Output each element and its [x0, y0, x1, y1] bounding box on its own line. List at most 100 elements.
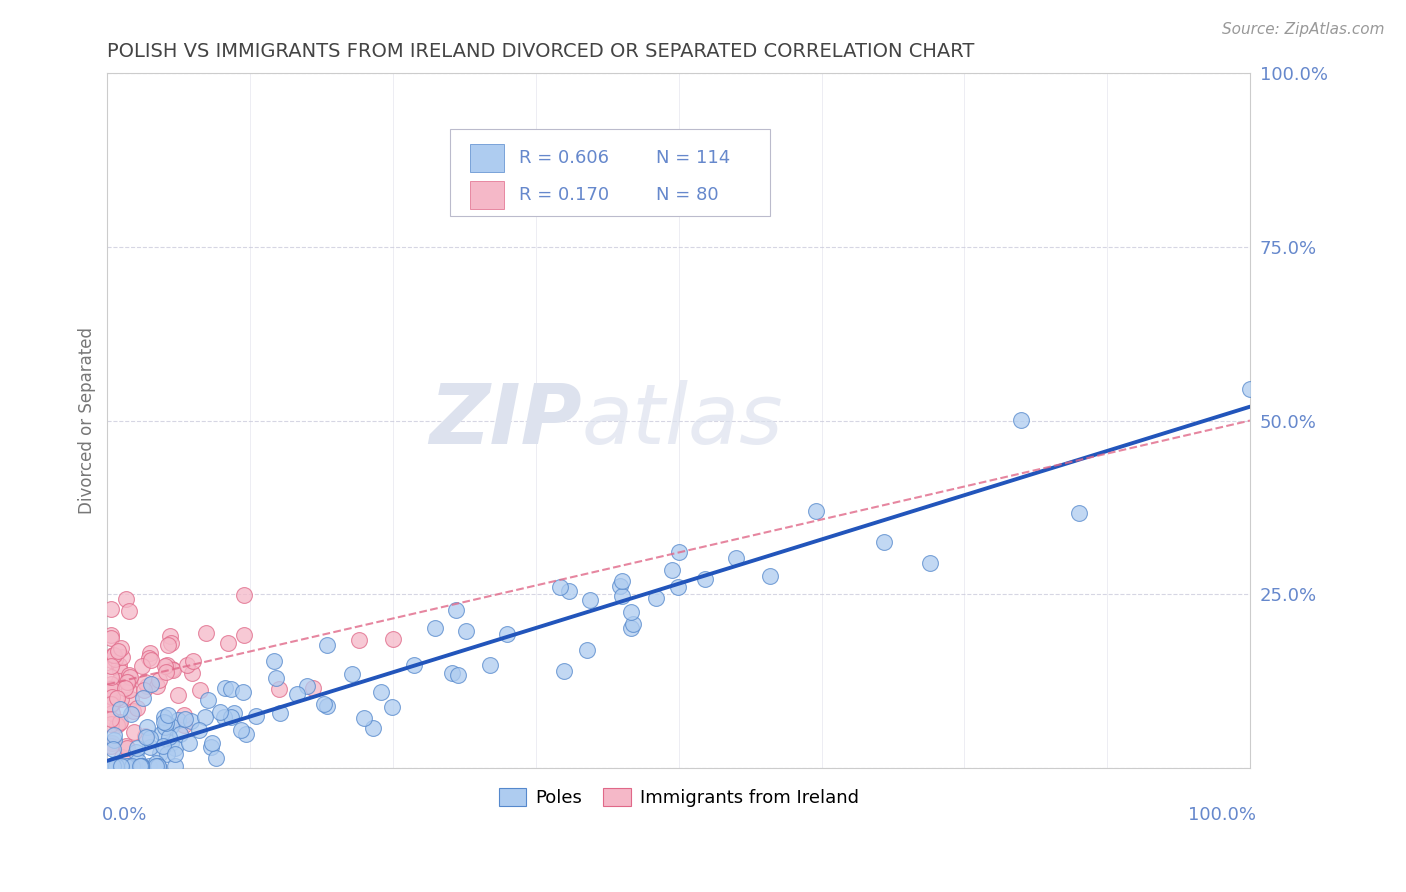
Text: R = 0.606: R = 0.606	[519, 149, 609, 167]
Point	[122, 724, 145, 739]
Point	[181, 666, 204, 681]
Point	[1011, 413, 1033, 427]
Point	[152, 709, 174, 723]
Point	[103, 732, 125, 747]
Point	[269, 706, 291, 720]
Point	[621, 616, 644, 631]
Point	[200, 740, 222, 755]
Point	[180, 714, 202, 729]
Text: 100.0%: 100.0%	[1188, 805, 1256, 824]
Point	[146, 758, 169, 772]
Point	[105, 758, 128, 772]
Point	[402, 658, 425, 673]
Text: Source: ZipAtlas.com: Source: ZipAtlas.com	[1222, 22, 1385, 37]
Point	[155, 658, 177, 673]
Point	[115, 740, 138, 755]
Point	[101, 690, 124, 704]
Point	[724, 551, 747, 566]
Point	[110, 691, 132, 706]
Point	[197, 693, 219, 707]
Point	[110, 702, 132, 716]
Point	[145, 758, 167, 772]
Point	[129, 758, 152, 772]
Point	[100, 681, 122, 696]
Point	[117, 674, 139, 689]
Point	[167, 689, 190, 703]
Point	[644, 591, 666, 605]
Point	[174, 712, 197, 726]
Point	[181, 654, 204, 668]
Point	[148, 758, 170, 772]
Point	[100, 670, 122, 684]
Point	[104, 652, 127, 666]
Point	[100, 677, 122, 691]
Point	[315, 638, 337, 652]
Point	[179, 736, 201, 750]
Point	[456, 624, 478, 638]
Point	[107, 674, 129, 689]
Text: N = 114: N = 114	[655, 149, 730, 167]
Point	[118, 670, 141, 684]
Point	[267, 681, 290, 696]
Point	[157, 707, 180, 722]
Point	[155, 665, 177, 680]
Text: R = 0.170: R = 0.170	[519, 186, 609, 203]
Point	[107, 644, 129, 658]
Point	[101, 648, 124, 663]
Point	[100, 682, 122, 697]
Point	[100, 653, 122, 667]
Point	[107, 716, 129, 731]
Legend: Poles, Immigrants from Ireland: Poles, Immigrants from Ireland	[492, 780, 866, 814]
Text: N = 80: N = 80	[655, 186, 718, 203]
Point	[661, 563, 683, 577]
Point	[201, 735, 224, 749]
Point	[127, 754, 149, 768]
Point	[111, 649, 134, 664]
Point	[101, 741, 124, 756]
Point	[205, 751, 228, 765]
Point	[153, 715, 176, 730]
Point	[169, 727, 191, 741]
Text: atlas: atlas	[582, 380, 783, 461]
Point	[496, 626, 519, 640]
Point	[125, 745, 148, 759]
Point	[620, 621, 643, 635]
Point	[550, 580, 572, 594]
Text: ZIP: ZIP	[429, 380, 582, 461]
Point	[100, 602, 122, 616]
Point	[120, 706, 142, 721]
Point	[110, 758, 132, 772]
Point	[135, 731, 157, 745]
Point	[214, 681, 236, 696]
Point	[141, 677, 163, 691]
Point	[114, 591, 136, 606]
Point	[759, 569, 782, 583]
Point	[125, 701, 148, 715]
Point	[152, 739, 174, 753]
Point	[609, 579, 631, 593]
Point	[167, 713, 190, 727]
Point	[138, 731, 160, 745]
Point	[157, 730, 180, 744]
Point	[155, 716, 177, 731]
Point	[295, 679, 318, 693]
Point	[666, 580, 689, 594]
Point	[361, 722, 384, 736]
Point	[1239, 382, 1261, 396]
Point	[114, 681, 136, 695]
Point	[188, 723, 211, 737]
Point	[370, 684, 392, 698]
Point	[160, 719, 183, 733]
Bar	[470, 145, 503, 172]
Point	[148, 673, 170, 688]
Point	[620, 605, 643, 619]
Point	[194, 710, 217, 724]
Point	[108, 715, 131, 730]
Point	[160, 661, 183, 675]
Point	[122, 704, 145, 718]
Point	[263, 654, 285, 668]
Point	[447, 667, 470, 681]
Point	[100, 706, 122, 720]
Point	[347, 633, 370, 648]
Point	[219, 709, 242, 723]
